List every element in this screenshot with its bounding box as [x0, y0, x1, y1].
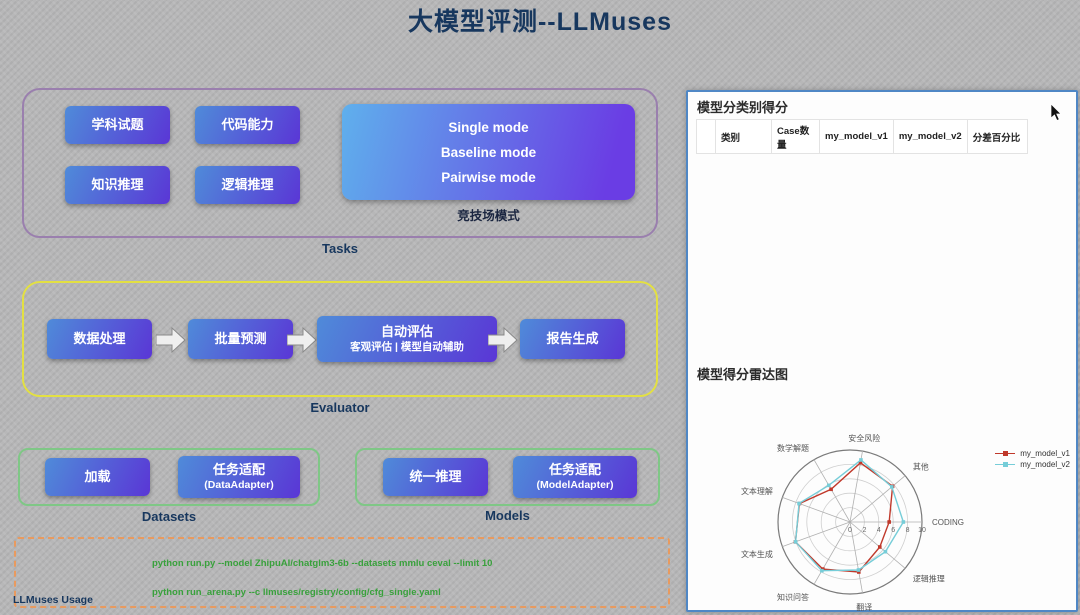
- step-label: 数据处理: [73, 330, 126, 346]
- command-run-arena: python run_arena.py --c llmuses/registry…: [152, 587, 441, 598]
- mouse-cursor-icon: [1051, 104, 1062, 121]
- page-title: 大模型评测--LLMuses: [407, 8, 672, 36]
- svg-text:知识问答: 知识问答: [777, 592, 809, 602]
- flow-arrow-icon: [488, 327, 518, 353]
- flow-arrow-icon: [287, 327, 317, 353]
- command-run: python run.py --model ZhipuAI/chatglm3-6…: [152, 558, 493, 569]
- evaluator-group: [22, 281, 658, 397]
- step-data-processing: 数据处理: [47, 319, 152, 359]
- step-auto-evaluate: 自动评估 客观评估 | 模型自动辅助: [317, 316, 497, 362]
- svg-text:0: 0: [848, 527, 852, 534]
- task-label: 代码能力: [221, 116, 274, 132]
- datasets-load-block: 加载: [45, 458, 150, 496]
- task-block-subject-exams: 学科试题: [65, 106, 170, 144]
- legend-item-v2[interactable]: my_model_v2: [995, 459, 1070, 470]
- col-case-count: Case数量: [771, 119, 820, 154]
- evaluator-section-label: Evaluator: [310, 400, 370, 415]
- block-label: 加载: [84, 468, 111, 484]
- task-block-coding-ability: 代码能力: [195, 106, 300, 144]
- score-table: 类别 Case数量 my_model_v1 my_model_v2 分差百分比: [696, 119, 1028, 154]
- usage-group: [14, 537, 670, 608]
- block-label: 任务适配: [212, 462, 265, 478]
- svg-text:文本生成: 文本生成: [741, 549, 773, 559]
- score-table-title: 模型分类别得分: [697, 100, 789, 115]
- legend-label: my_model_v1: [1020, 449, 1070, 458]
- data-adapter-block: 任务适配 (DataAdapter): [178, 456, 300, 498]
- datasets-section-label: Datasets: [141, 509, 197, 524]
- mode-baseline: Baseline mode: [440, 144, 537, 160]
- step-label: 自动评估: [380, 324, 433, 340]
- svg-text:6: 6: [891, 527, 895, 534]
- svg-text:安全风险: 安全风险: [848, 433, 880, 443]
- arena-mode-box: Single mode Baseline mode Pairwise mode: [342, 104, 635, 200]
- mode-single: Single mode: [448, 119, 529, 135]
- svg-text:其他: 其他: [913, 461, 929, 471]
- col-diff-percent: 分差百分比: [966, 119, 1028, 154]
- unified-inference-block: 统一推理: [383, 458, 488, 496]
- tasks-group: [22, 88, 658, 238]
- svg-text:8: 8: [906, 527, 910, 534]
- legend-marker-icon: [1003, 461, 1009, 467]
- tasks-section-label: Tasks: [322, 241, 358, 256]
- legend-swatch-1: [995, 461, 1016, 467]
- step-batch-predict: 批量预测: [188, 319, 293, 359]
- svg-text:逻辑推理: 逻辑推理: [913, 574, 945, 584]
- col-category: 类别: [715, 119, 772, 154]
- task-label: 学科试题: [91, 116, 144, 132]
- datasets-group: [18, 448, 320, 506]
- task-label: 知识推理: [91, 176, 144, 192]
- task-block-logic-reasoning: 逻辑推理: [195, 166, 300, 204]
- svg-text:4: 4: [877, 527, 881, 534]
- col-index: [696, 119, 716, 154]
- svg-text:CODING: CODING: [932, 518, 964, 527]
- command-lines: python run.py --model ZhipuAI/chatglm3-6…: [152, 549, 492, 607]
- svg-text:文本理解: 文本理解: [741, 486, 773, 496]
- report-panel: 模型分类别得分 类别 Case数量 my_model_v1 my_model_v…: [686, 90, 1078, 612]
- task-block-knowledge-reasoning: 知识推理: [65, 166, 170, 204]
- radar-chart-area: CODING 其他 安全风险数学解题文本理解文本生成知识问答翻译 逻辑推理 0 2 4 6 8 1…: [688, 390, 1080, 612]
- model-adapter-block: 任务适配 (ModelAdapter): [513, 456, 637, 498]
- legend-marker-icon: [1003, 450, 1009, 456]
- task-label: 逻辑推理: [221, 176, 274, 192]
- step-label: 报告生成: [546, 330, 599, 346]
- legend-label: my_model_v2: [1020, 460, 1070, 469]
- legend-item-v1[interactable]: my_model_v1: [995, 448, 1070, 459]
- step-sublabel: 客观评估 | 模型自动辅助: [350, 340, 464, 353]
- svg-text:翻译: 翻译: [856, 603, 872, 612]
- mode-pairwise: Pairwise mode: [441, 169, 536, 185]
- block-label: 统一推理: [409, 468, 462, 484]
- svg-text:2: 2: [862, 527, 866, 534]
- block-sublabel: (DataAdapter): [204, 478, 274, 491]
- score-table-header: 类别 Case数量 my_model_v1 my_model_v2 分差百分比: [696, 119, 1028, 154]
- arena-mode-caption: 竞技场模式: [457, 209, 520, 223]
- models-section-label: Models: [485, 508, 530, 523]
- radar-chart-title: 模型得分雷达图: [697, 367, 789, 382]
- step-label: 批量预测: [214, 330, 267, 346]
- usage-section-label: LLMuses Usage: [13, 594, 93, 606]
- block-sublabel: (ModelAdapter): [536, 478, 614, 491]
- step-report-generate: 报告生成: [520, 319, 625, 359]
- block-label: 任务适配: [548, 462, 601, 478]
- models-group: [355, 448, 660, 506]
- flow-arrow-icon: [156, 327, 186, 353]
- svg-text:数学解题: 数学解题: [777, 443, 809, 453]
- chart-legend: my_model_v1 my_model_v2: [995, 448, 1070, 470]
- col-model-v1: my_model_v1: [819, 119, 894, 154]
- svg-text:10: 10: [918, 527, 926, 534]
- legend-swatch-0: [995, 450, 1016, 456]
- col-model-v2: my_model_v2: [892, 119, 968, 154]
